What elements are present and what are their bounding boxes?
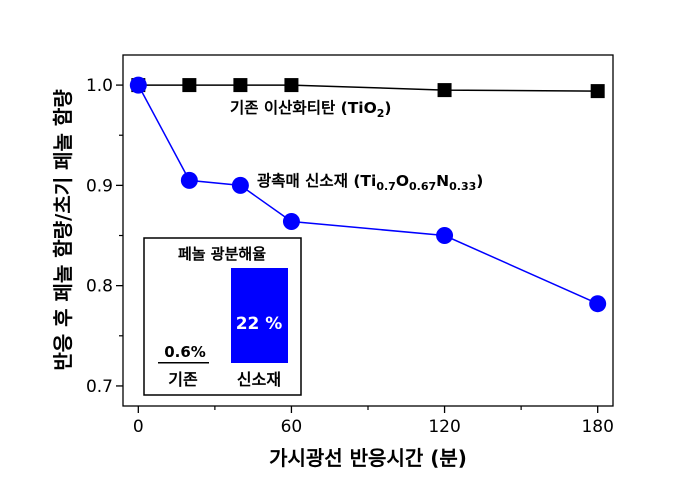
- x-axis-title: 가시광선 반응시간 (분): [269, 446, 467, 470]
- axis-ticks: [116, 84, 599, 413]
- annotation-tio2-sub: 2: [377, 107, 385, 120]
- y-tick-label: 0.8: [86, 277, 113, 297]
- new-material-point: [180, 171, 198, 189]
- inset-bar-existing: [158, 362, 209, 364]
- y-tick-label: 1.0: [86, 76, 113, 96]
- x-tick-label: 120: [428, 417, 460, 437]
- inset-value-new: 22 %: [236, 314, 283, 334]
- y-axis-title: 반응 후 페놀 함량/초기 페놀 함량: [51, 89, 75, 371]
- inset-title: 페놀 광분해율: [178, 245, 266, 263]
- tio2-point: [284, 78, 299, 93]
- tio2-point: [182, 78, 197, 93]
- y-tick-label: 0.7: [86, 377, 113, 397]
- x-tick-label: 0: [133, 417, 144, 437]
- tio2-point: [233, 78, 248, 93]
- inset-label-new: 신소재: [237, 370, 281, 389]
- axis-tick-labels: 0 60 120 180 0.7 0.8 0.9 1.0: [86, 76, 614, 437]
- tio2-point: [590, 84, 605, 99]
- inset-label-existing: 기존: [168, 370, 198, 389]
- new-material-point: [436, 227, 454, 245]
- annotation-new-material: 광촉매 신소재 (Ti0.7O0.67N0.33): [257, 171, 483, 193]
- new-material-point: [129, 76, 147, 94]
- annotation-tio2: 기존 이산화티탄 (TiO2): [230, 98, 392, 120]
- tio2-point: [437, 83, 452, 98]
- y-tick-label: 0.9: [86, 176, 113, 196]
- x-tick-label: 60: [281, 417, 303, 437]
- new-material-point: [589, 295, 607, 313]
- new-material-point: [231, 176, 249, 194]
- new-material-point: [282, 212, 300, 230]
- series-line-0: [138, 84, 598, 92]
- series-layer: [129, 76, 607, 313]
- series-line-1: [137, 84, 598, 305]
- x-tick-label: 180: [581, 417, 613, 437]
- inset-bar-new: [231, 268, 288, 363]
- inset-chart: 페놀 광분해율 0.6% 22 % 기존 신소재: [143, 237, 302, 396]
- inset-value-existing: 0.6%: [164, 343, 206, 361]
